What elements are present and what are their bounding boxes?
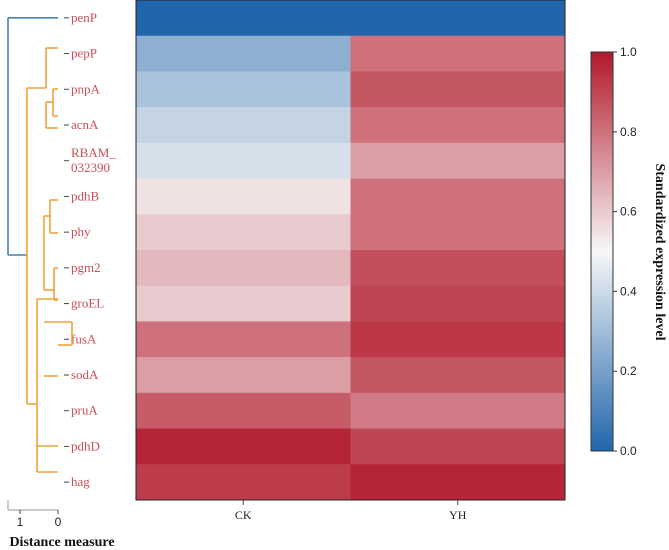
row-label: hag [71,474,90,489]
heatmap-cell [350,464,566,501]
colorbar-label: Standardized expression level [652,163,667,340]
heatmap-cell [350,392,566,430]
colorbar-ticks: 0.0 0.2 0.4 0.6 0.8 1.0 [613,45,637,458]
row-label: pdhB [71,188,100,203]
heatmap-cell [350,428,566,465]
row-labels: penP pepP pnpA acnA RBAM_ 032390 pdhB phy pgm2 gr… [64,10,116,489]
heatmap-cell [350,71,566,108]
heatmap-cell [350,178,566,215]
dendrogram-axis-tick-label: 1 [17,515,24,529]
dendrogram-axis-label: Distance measure [9,535,114,550]
row-label: penP [71,10,97,25]
heatmap-cell [350,321,566,358]
heatmap-cell [136,285,351,322]
heatmap-cell [350,142,566,180]
colorbar [590,51,614,452]
heatmap-cell [350,357,566,394]
heatmap-cell [350,214,566,251]
colorbar-tick-label: 0.6 [620,205,637,219]
heatmap-cell [350,285,566,322]
colorbar-tick-label: 0.8 [620,125,637,139]
heatmap-cell [136,178,351,215]
heatmap-cell [136,392,351,430]
heatmap-cell [136,357,351,394]
dendrogram [7,17,73,473]
colorbar-tick-label: 0.2 [620,364,637,378]
heatmap-frame [135,0,566,501]
row-label: fusA [71,331,97,346]
dendrogram-axis-tick-label: 0 [55,515,62,529]
heatmap-cell [136,0,351,37]
heatmap-cell [350,0,566,37]
heatmap-cell [350,250,566,287]
row-label: pruA [71,403,98,418]
row-label: pgm2 [71,260,101,275]
colorbar-tick-label: 0.4 [620,284,637,298]
heatmap-cell [136,321,351,358]
heatmap-cell [136,71,351,108]
heatmap-cells [136,0,566,501]
heatmap-cell [350,35,566,72]
column-label: CK [235,508,252,522]
heatmap-cell [350,107,566,144]
heatmap-cell [136,35,351,72]
row-label: groEL [71,296,104,311]
colorbar-tick-label: 1.0 [620,45,637,59]
colorbar-tick-label: 0.0 [620,444,637,458]
heatmap-cell [136,142,351,180]
heatmap-cell [136,107,351,144]
column-labels: CK YH [235,500,467,522]
heatmap-cell [136,464,351,501]
row-label: pdhD [71,438,100,453]
row-label: RBAM_ 032390 [71,145,116,175]
heatmap-cell [136,428,351,465]
row-label: phy [71,224,91,239]
row-label: pnpA [71,81,101,96]
row-label: acnA [71,117,99,132]
column-label: YH [449,508,467,522]
row-label: pepP [71,46,97,61]
heatmap-cell [136,214,351,251]
heatmap-cell [136,250,351,287]
row-label: sodA [71,367,99,382]
